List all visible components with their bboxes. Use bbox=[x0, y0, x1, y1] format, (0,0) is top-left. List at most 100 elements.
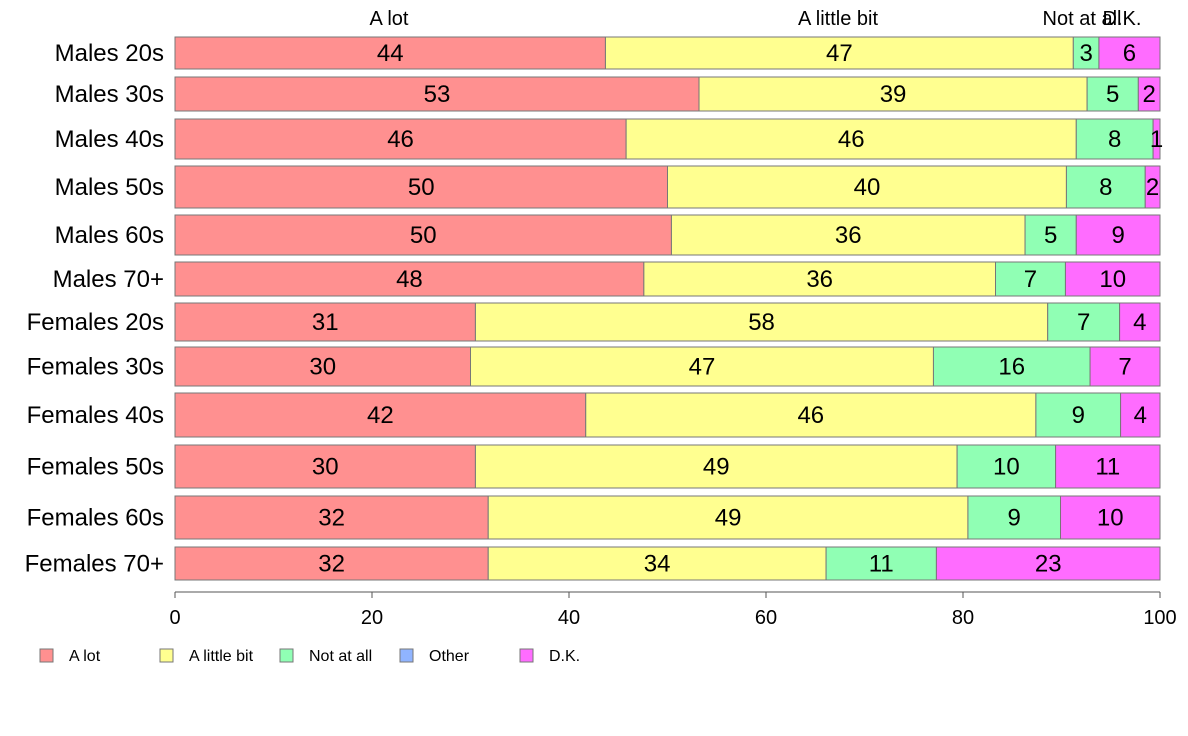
y-tick-label: Females 70+ bbox=[25, 551, 164, 578]
y-tick-label: Males 50s bbox=[55, 174, 164, 201]
data-label: 42 bbox=[367, 402, 394, 429]
y-tick-label: Males 40s bbox=[55, 126, 164, 153]
x-tick-label: 20 bbox=[361, 607, 383, 629]
data-label: 32 bbox=[318, 505, 345, 532]
bar-segment bbox=[604, 36, 1074, 70]
top-label: A little bit bbox=[798, 8, 878, 30]
data-label: 50 bbox=[410, 222, 437, 249]
bar-segment bbox=[1086, 76, 1139, 112]
data-label: 10 bbox=[993, 454, 1020, 481]
bar-segment bbox=[1137, 76, 1161, 112]
bar-segment bbox=[1024, 214, 1077, 256]
bar-segment bbox=[174, 261, 645, 297]
legend-swatch bbox=[519, 648, 534, 663]
data-label: 53 bbox=[424, 81, 451, 108]
data-label: 11 bbox=[869, 551, 894, 578]
bar-segment bbox=[174, 346, 471, 387]
bar-segment bbox=[1119, 302, 1161, 342]
legend-label: A little bit bbox=[189, 648, 254, 665]
y-tick-label: Males 30s bbox=[55, 81, 164, 108]
bar-segment bbox=[470, 346, 934, 387]
data-label: 58 bbox=[748, 309, 775, 336]
data-label: 2 bbox=[1146, 174, 1159, 201]
bar-segment bbox=[1060, 495, 1161, 540]
bar-segment bbox=[1064, 261, 1161, 297]
bar-segment bbox=[174, 546, 489, 581]
data-label: 48 bbox=[396, 266, 423, 293]
legend-label: D.K. bbox=[549, 648, 580, 665]
data-label: 9 bbox=[1072, 402, 1085, 429]
y-tick-label: Females 30s bbox=[27, 354, 164, 381]
data-label: 1 bbox=[1150, 126, 1163, 153]
data-label: 6 bbox=[1123, 40, 1136, 67]
bar-segment bbox=[825, 546, 937, 581]
y-tick-label: Females 60s bbox=[27, 505, 164, 532]
data-label: 31 bbox=[312, 309, 339, 336]
y-tick-label: Males 70+ bbox=[53, 266, 164, 293]
data-label: 23 bbox=[1035, 551, 1062, 578]
data-label: 5 bbox=[1044, 222, 1057, 249]
x-tick-label: 80 bbox=[952, 607, 974, 629]
bar-segment bbox=[1047, 302, 1121, 342]
data-label: 39 bbox=[880, 81, 907, 108]
data-label: 10 bbox=[1097, 505, 1124, 532]
bar-segment bbox=[670, 214, 1026, 256]
legend-swatch bbox=[399, 648, 414, 663]
y-tick-label: Males 20s bbox=[55, 40, 164, 67]
data-label: 36 bbox=[806, 266, 833, 293]
bar-segment bbox=[1120, 392, 1161, 438]
data-label: 2 bbox=[1142, 81, 1155, 108]
data-label: 7 bbox=[1077, 309, 1090, 336]
bar-segment bbox=[698, 76, 1088, 112]
data-label: 36 bbox=[835, 222, 862, 249]
y-tick-label: Females 20s bbox=[27, 309, 164, 336]
bar-segment bbox=[474, 444, 958, 489]
bar-segment bbox=[935, 546, 1161, 581]
bar-segment bbox=[667, 165, 1067, 209]
data-label: 49 bbox=[703, 454, 730, 481]
bar-segment bbox=[585, 392, 1037, 438]
data-label: 50 bbox=[408, 174, 435, 201]
data-label: 30 bbox=[309, 354, 336, 381]
data-label: 8 bbox=[1099, 174, 1112, 201]
bar-segment bbox=[174, 165, 668, 209]
data-label: 30 bbox=[312, 454, 339, 481]
x-tick-label: 100 bbox=[1143, 607, 1176, 629]
top-label: D.K. bbox=[1103, 8, 1142, 30]
data-label: 32 bbox=[318, 551, 345, 578]
data-label: 44 bbox=[377, 40, 404, 67]
data-label: 40 bbox=[854, 174, 881, 201]
legend-swatch bbox=[39, 648, 54, 663]
bar-segment bbox=[967, 495, 1062, 540]
bar-segment bbox=[174, 118, 627, 160]
data-label: 47 bbox=[689, 354, 716, 381]
data-label: 46 bbox=[387, 126, 414, 153]
bar-segment bbox=[1075, 214, 1161, 256]
data-label: 34 bbox=[644, 551, 671, 578]
bar-segment bbox=[995, 261, 1066, 297]
data-label: 8 bbox=[1108, 126, 1121, 153]
legend-label: Not at all bbox=[309, 648, 372, 665]
bar-segment bbox=[487, 546, 827, 581]
y-axis-labels: Males 20s Males 30s Males 40s Males 50s Male… bbox=[25, 40, 164, 578]
x-tick-label: 60 bbox=[755, 607, 777, 629]
data-label: 3 bbox=[1079, 40, 1092, 67]
y-tick-label: Females 50s bbox=[27, 454, 164, 481]
bar-segment bbox=[625, 118, 1077, 160]
legend-label: A lot bbox=[69, 648, 101, 665]
data-label: 7 bbox=[1118, 354, 1131, 381]
data-label: 49 bbox=[715, 505, 742, 532]
x-tick-label: 40 bbox=[558, 607, 580, 629]
data-label: 9 bbox=[1111, 222, 1124, 249]
bar-segment bbox=[174, 302, 476, 342]
data-label: 10 bbox=[1099, 266, 1126, 293]
data-label: 16 bbox=[998, 354, 1025, 381]
y-tick-label: Males 60s bbox=[55, 222, 164, 249]
y-tick-label: Females 40s bbox=[27, 402, 164, 429]
bar-segment bbox=[1152, 118, 1161, 160]
top-label: Not at all bbox=[1043, 8, 1122, 30]
bar-segment bbox=[1098, 36, 1161, 70]
legend-swatch bbox=[279, 648, 294, 663]
